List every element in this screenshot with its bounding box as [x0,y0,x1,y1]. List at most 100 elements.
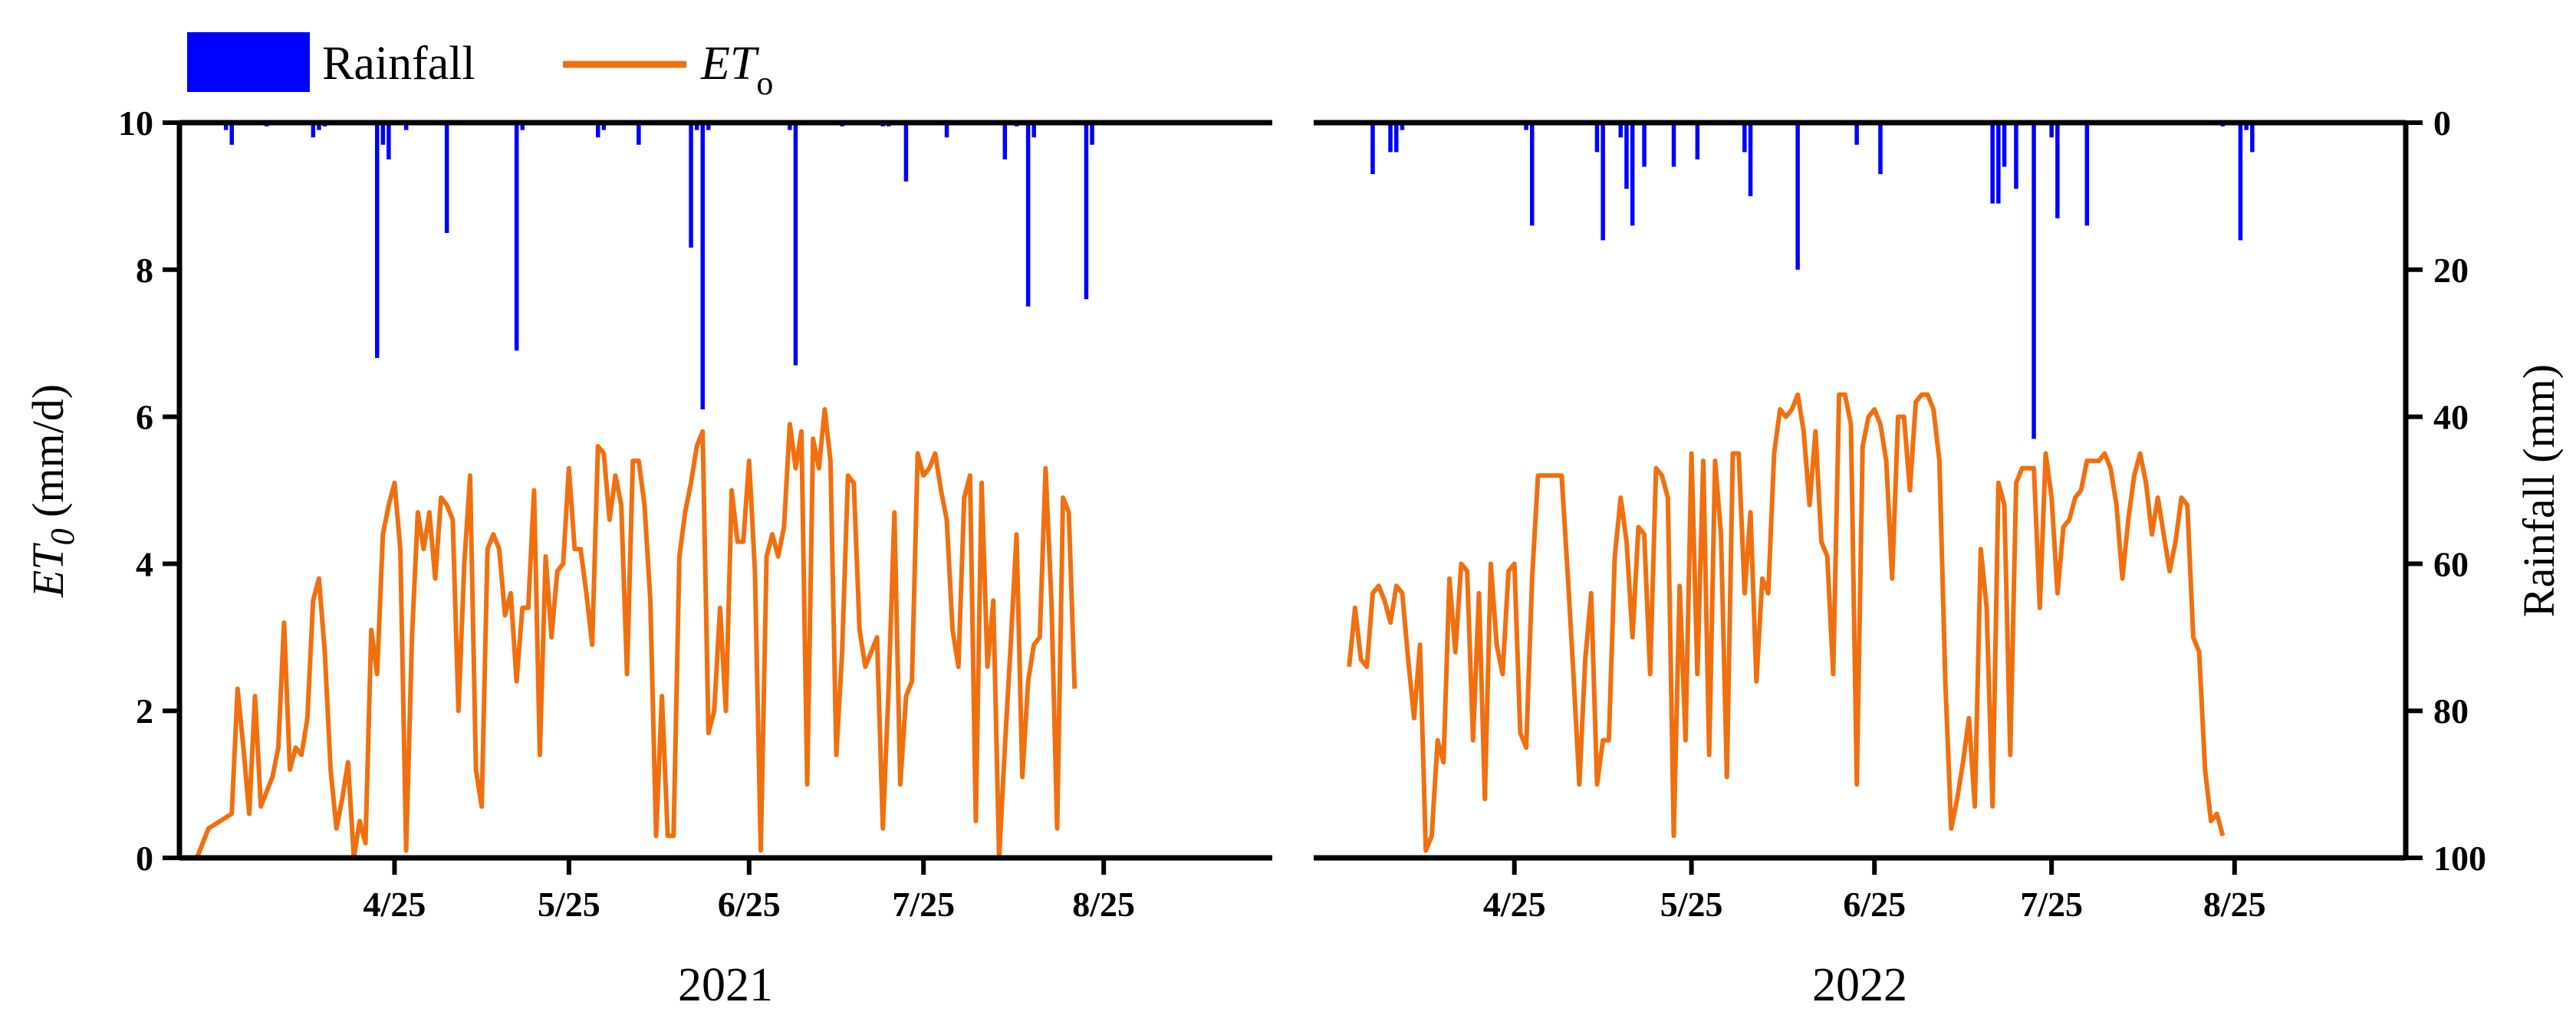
panel-2022-y-ticks: 0 20 40 60 80 100 [2406,103,2486,878]
rainfall-bar [637,123,641,145]
rainfall-bar [403,123,409,130]
rainfall-bar [1642,123,1647,167]
panel-2022: 0 20 40 60 80 100 4/25 5/25 6/25 7/25 8/25 2022 R… [1314,103,2564,1011]
rainfall-bar [700,123,705,409]
rainfall-bar [1695,123,1700,159]
legend-rainfall-swatch [187,32,310,92]
legend-rainfall-label: Rainfall [322,38,475,90]
rainfall-bar [1031,123,1036,138]
right-axis-title: Rainfall (mm) [2514,364,2564,617]
x-tick-label: 8/25 [2203,885,2266,924]
rainfall-bar [694,123,699,130]
panel-2022-et-line [1347,392,2226,853]
rainfall-bar [1530,123,1535,226]
left-axis-title-unit: (mm/d) [23,384,73,528]
rainfall-bar [1370,123,1375,175]
rainfall-bar [944,123,949,138]
rainfall-bar [520,123,525,130]
panel-2021-year-label: 2021 [678,959,773,1011]
y-tick-label: 40 [2433,398,2469,437]
rainfall-bar [1524,123,1528,130]
rainfall-bar [1090,123,1094,145]
rainfall-bar [1854,123,1859,145]
left-axis-title-main: ET [23,543,73,598]
y-tick-label: 0 [2433,103,2451,143]
rainfall-bar [1878,123,1883,175]
rainfall-bar [689,123,693,248]
legend-et-main: ET [700,38,760,90]
y-tick-label: 0 [136,839,153,878]
y-tick-label: 20 [2433,251,2469,290]
rainfall-bar [2032,123,2036,439]
panel-2022-year-label: 2022 [1812,959,1907,1011]
x-tick-label: 6/25 [1843,885,1906,924]
left-axis-title: ET0 (mm/d) [23,384,81,598]
rainfall-bar [2049,123,2054,138]
rainfall-bar [2014,123,2018,189]
rainfall-bar [1795,123,1800,270]
rainfall-bar [2055,123,2060,218]
x-tick-label: 6/25 [718,885,781,924]
rainfall-bar [1618,123,1623,138]
x-tick-label: 5/25 [1660,885,1723,924]
y-tick-label: 8 [136,251,153,290]
panel-2021-y-ticks: 0 2 4 6 8 10 [118,103,179,878]
rainfall-bar [1594,123,1600,153]
rainfall-bar [1742,123,1747,153]
rainfall-bar [1990,123,1995,204]
rainfall-bar [1624,123,1629,189]
y-tick-label: 10 [118,103,153,143]
x-tick-label: 7/25 [892,885,955,924]
rainfall-bar [311,123,316,138]
x-tick-label: 4/25 [364,885,426,924]
y-tick-label: 4 [136,544,153,583]
rainfall-bar [380,123,386,145]
x-tick-label: 7/25 [2020,885,2083,924]
rainfall-bar [444,123,449,233]
rainfall-bar [2238,123,2243,241]
rainfall-bar [1996,123,2001,204]
panel-2022-bars [1370,123,2255,439]
rainfall-bar [317,123,321,130]
x-tick-label: 8/25 [1072,885,1135,924]
rainfall-bar [375,123,380,358]
left-axis-title-sub: 0 [44,528,81,545]
y-tick-label: 100 [2433,839,2486,878]
panel-2021-x-ticks: 4/25 5/25 6/25 7/25 8/25 [364,858,1135,924]
y-tick-label: 2 [136,692,153,731]
rainfall-bar [1748,123,1753,196]
rainfall-bar [1388,123,1393,153]
y-tick-label: 80 [2433,692,2469,731]
y-tick-label: 6 [136,398,153,437]
panel-2021-et-line [194,407,1077,860]
rainfall-bar [903,123,909,182]
rainfall-bar [788,123,792,130]
rainfall-bar [793,123,798,366]
rainfall-bar [387,123,391,159]
rainfall-bar [514,123,519,351]
legend: Rainfall ETo [187,32,773,102]
panel-2022-x-ticks: 4/25 5/25 6/25 7/25 8/25 [1483,858,2266,924]
rainfall-bar [2002,123,2007,167]
rainfall-bar [1002,123,1008,159]
rainfall-bar [229,123,234,145]
rainfall-bar [1671,123,1676,167]
y-tick-label: 60 [2433,544,2469,583]
x-tick-label: 4/25 [1483,885,1546,924]
legend-et-sub: o [756,64,773,102]
rainfall-bar [1400,123,1405,130]
rainfall-bar [596,123,600,138]
rainfall-bar [2244,123,2249,130]
rainfall-bar [2084,123,2090,226]
rainfall-bar [2250,123,2255,153]
rainfall-bar [601,123,607,130]
rainfall-bar [1394,123,1399,153]
rainfall-bar [1630,123,1635,226]
x-tick-label: 5/25 [538,885,600,924]
rainfall-bar [706,123,711,130]
legend-et-label: ETo [700,38,773,102]
rainfall-bar [1025,123,1031,307]
rainfall-bar [223,123,229,130]
